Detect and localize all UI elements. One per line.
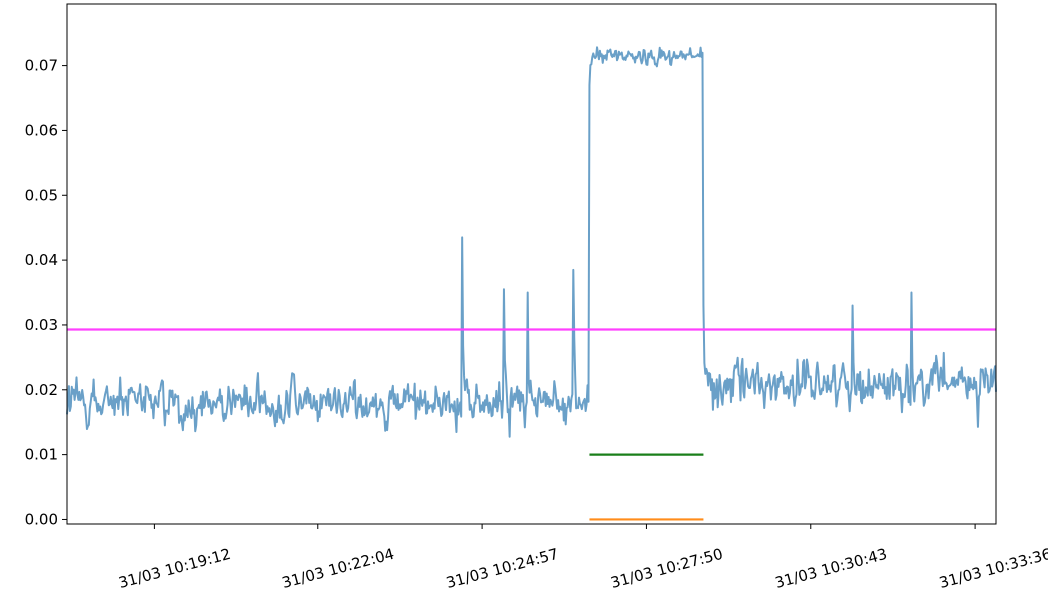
x-tick-label: 31/03 10:33:36 (937, 545, 1048, 592)
x-tick-label: 31/03 10:24:57 (444, 545, 560, 592)
y-tick-label: 0.03 (25, 316, 58, 334)
y-axis: 0.00 0.01 0.02 0.03 0.04 0.05 0.06 0.07 (25, 57, 67, 528)
x-axis: 31/03 10:19:12 31/03 10:22:04 31/03 10:24:… (117, 524, 1048, 592)
y-tick-label: 0.07 (25, 57, 58, 75)
x-tick-label: 31/03 10:27:50 (609, 545, 725, 592)
series-line-main (66, 46, 997, 438)
y-tick-label: 0.05 (25, 186, 58, 204)
series-layer (66, 46, 997, 521)
x-tick-label: 31/03 10:19:12 (117, 545, 233, 592)
x-tick-label: 31/03 10:30:43 (773, 545, 889, 592)
y-tick-label: 0.04 (25, 251, 58, 269)
y-tick-label: 0.01 (25, 446, 58, 464)
x-tick-label: 31/03 10:22:04 (280, 545, 396, 592)
y-tick-label: 0.00 (25, 510, 58, 528)
y-tick-label: 0.06 (25, 121, 58, 139)
y-tick-label: 0.02 (25, 381, 58, 399)
plot-frame (66, 3, 997, 525)
plot-background (67, 4, 996, 524)
plot-area (67, 4, 996, 524)
